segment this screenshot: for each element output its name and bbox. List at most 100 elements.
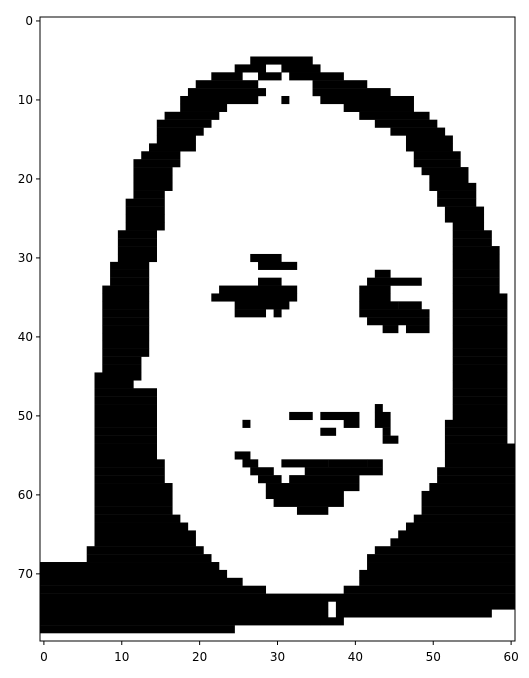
- black-pixel-block: [452, 332, 508, 342]
- black-pixel-block: [94, 498, 173, 507]
- black-pixel-block: [452, 396, 508, 405]
- black-pixel-block: [94, 475, 165, 484]
- black-pixel-block: [94, 380, 134, 389]
- black-pixel-block: [250, 467, 274, 476]
- black-pixel-block: [289, 72, 344, 81]
- black-pixel-block: [429, 483, 516, 492]
- black-pixel-block: [421, 490, 516, 500]
- x-tick-label: 30: [270, 650, 285, 664]
- black-pixel-block: [94, 467, 165, 476]
- black-pixel-block: [359, 293, 391, 302]
- black-pixel-block: [94, 435, 158, 444]
- black-pixel-block: [281, 64, 321, 73]
- black-pixel-block: [452, 340, 508, 349]
- black-pixel-block: [102, 317, 150, 326]
- black-pixel-block: [405, 135, 453, 144]
- black-pixel-block: [102, 325, 150, 334]
- y-tick-label: 0: [25, 14, 33, 28]
- black-pixel-block: [149, 143, 196, 152]
- black-pixel-block: [452, 348, 508, 357]
- black-pixel-block: [242, 459, 259, 468]
- y-tick-label: 10: [18, 93, 33, 107]
- black-pixel-block: [40, 593, 321, 602]
- black-pixel-block: [110, 269, 150, 278]
- black-pixel-block: [195, 80, 259, 89]
- black-pixel-block: [156, 119, 212, 128]
- black-pixel-block: [374, 404, 383, 413]
- black-pixel-block: [94, 451, 158, 460]
- black-pixel-block: [452, 301, 508, 310]
- black-pixel-block: [102, 332, 150, 342]
- black-pixel-block: [234, 309, 267, 318]
- black-pixel-block: [444, 459, 516, 468]
- black-pixel-block: [444, 427, 508, 436]
- x-tick-label: 10: [114, 650, 129, 664]
- black-pixel-block: [452, 388, 508, 397]
- black-pixel-block: [94, 459, 165, 468]
- black-pixel-block: [94, 388, 158, 397]
- x-tick-label: 20: [192, 650, 207, 664]
- black-pixel-block: [102, 309, 150, 318]
- black-pixel-block: [125, 206, 165, 215]
- y-tick-label: 20: [18, 172, 33, 186]
- black-pixel-block: [102, 356, 142, 365]
- black-pixel-block: [452, 269, 500, 278]
- black-pixel-block: [405, 522, 516, 531]
- black-pixel-block: [320, 617, 344, 626]
- y-tick-label: 50: [18, 409, 33, 423]
- black-pixel-block: [359, 309, 430, 318]
- black-pixel-block: [110, 261, 150, 270]
- black-pixel-block: [296, 506, 329, 515]
- black-pixel-block: [258, 261, 298, 270]
- black-pixel-block: [413, 151, 461, 160]
- black-pixel-block: [265, 490, 344, 500]
- black-pixel-block: [367, 554, 516, 563]
- black-pixel-block: [452, 230, 492, 239]
- black-pixel-block: [211, 72, 243, 81]
- black-pixel-block: [444, 443, 516, 452]
- black-pixel-block: [86, 546, 204, 555]
- black-pixel-block: [187, 88, 267, 97]
- black-pixel-block: [452, 309, 508, 318]
- black-pixel-block: [94, 419, 158, 428]
- black-pixel-block: [382, 325, 399, 334]
- black-pixel-block: [94, 483, 173, 492]
- black-pixel-block: [94, 404, 158, 413]
- black-pixel-block: [444, 206, 485, 215]
- black-pixel-block: [382, 427, 391, 436]
- black-pixel-block: [94, 427, 158, 436]
- black-pixel-block: [374, 411, 391, 421]
- black-pixel-block: [452, 356, 508, 365]
- black-pixel-block: [429, 182, 477, 191]
- black-pixel-block: [320, 95, 414, 105]
- black-pixel-block: [320, 593, 337, 602]
- black-pixel-block: [452, 404, 508, 413]
- black-pixel-block: [421, 167, 469, 176]
- y-tick-label: 30: [18, 251, 33, 265]
- black-pixel-block: [335, 609, 492, 618]
- black-pixel-block: [374, 269, 391, 278]
- black-pixel-block: [117, 246, 158, 255]
- black-pixel-block: [444, 435, 508, 444]
- black-pixel-block: [94, 538, 196, 547]
- black-pixel-block: [164, 111, 220, 120]
- black-pixel-block: [258, 475, 282, 484]
- black-pixel-block: [110, 277, 150, 286]
- black-pixel-block: [452, 277, 500, 286]
- black-pixel-block: [180, 95, 259, 105]
- black-pixel-block: [94, 396, 158, 405]
- black-pixel-block: [390, 127, 446, 136]
- black-pixel-block: [180, 103, 228, 112]
- black-pixel-block: [102, 348, 150, 357]
- black-pixel-block: [437, 198, 477, 207]
- black-pixel-block: [359, 569, 516, 579]
- black-pixel-block: [452, 325, 508, 334]
- black-pixel-block: [367, 562, 516, 571]
- black-pixel-block: [40, 569, 228, 579]
- black-pixel-block: [367, 277, 422, 286]
- black-pixel-block: [312, 88, 391, 97]
- black-pixel-block: [242, 419, 251, 428]
- black-pixel-block: [102, 285, 150, 294]
- black-pixel-block: [125, 198, 165, 207]
